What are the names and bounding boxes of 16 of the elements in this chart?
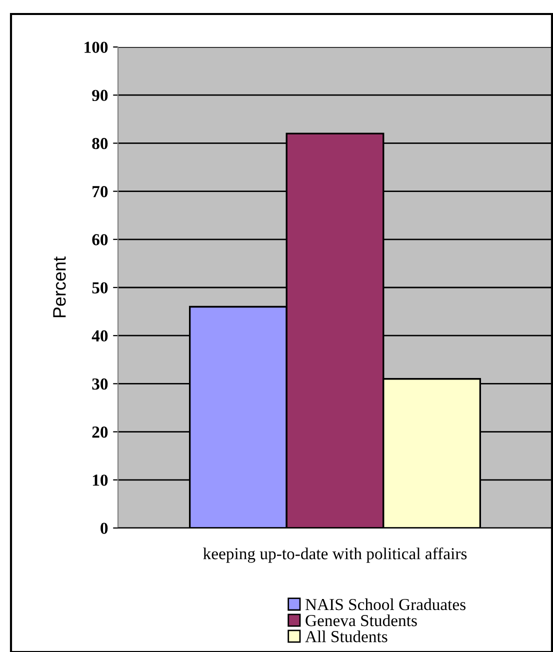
- y-tick-label: 90: [92, 90, 108, 102]
- y-tick-label: 0: [100, 522, 108, 534]
- y-tick-label: 30: [92, 378, 108, 390]
- y-tick-label: 100: [84, 42, 108, 53]
- y-tick-label: 80: [92, 138, 108, 150]
- x-tick-label: keeping up-to-date with political affairs: [203, 547, 467, 563]
- y-axis-title: Percent: [53, 256, 66, 318]
- y-tick-label: 40: [92, 330, 108, 342]
- y-tick-label: 70: [92, 186, 108, 198]
- y-tick-label: 10: [92, 474, 108, 486]
- legend-label: NAIS School Graduates: [305, 598, 466, 610]
- y-tick-label: 60: [92, 234, 108, 246]
- y-tick-label: 20: [92, 426, 108, 438]
- legend-label: All Students: [305, 630, 388, 642]
- legend-label: Geneva Students: [306, 614, 417, 626]
- y-tick-label: 50: [92, 282, 108, 294]
